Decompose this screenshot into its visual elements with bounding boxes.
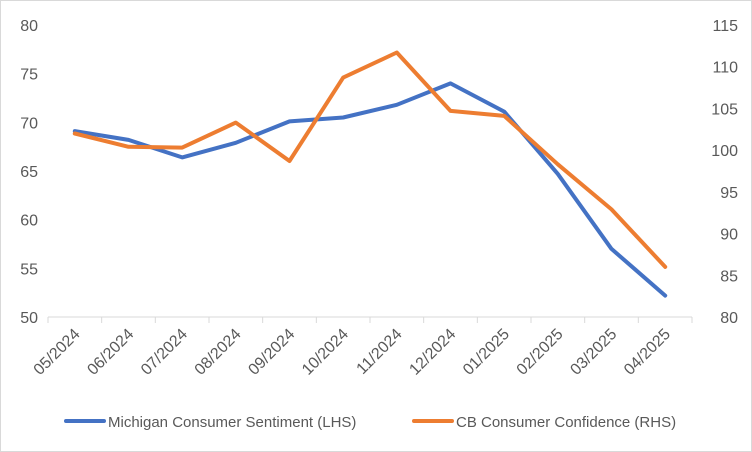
right-axis-tick: 90 [720,227,738,244]
x-axis-tick-label: 05/2024 [31,326,84,379]
right-axis-tick: 110 [712,60,738,77]
x-axis-tick-label: 06/2024 [84,326,137,379]
x-axis-tick-label: 08/2024 [192,326,245,379]
x-axis-tick-label: 12/2024 [406,326,459,379]
x-axis-tick-label: 11/2024 [354,326,406,378]
x-axis-tick-label: 07/2024 [138,326,191,379]
x-axis-tick-label: 01/2025 [460,326,513,379]
x-axis-tick-label: 04/2025 [621,326,674,379]
left-axis: 50 55 60 65 70 75 80 [20,18,38,327]
right-axis-tick: 85 [720,268,738,285]
right-axis-tick: 115 [712,18,738,35]
right-axis: 80 85 90 95 100 105 110 115 [711,18,738,327]
x-axis: 05/2024 06/2024 07/2024 08/2024 09/2024 10/20… [31,316,693,379]
legend-label-michigan: Michigan Consumer Sentiment (LHS) [108,414,356,431]
left-axis-tick: 60 [20,213,38,230]
x-axis-tick-label: 09/2024 [245,326,298,379]
left-axis-tick: 70 [20,115,38,132]
series-layer [72,50,668,298]
series-line-michigan [72,81,668,298]
left-axis-tick: 50 [20,310,38,327]
series-line-cb [72,50,668,269]
legend: Michigan Consumer Sentiment (LHS) CB Con… [64,414,676,431]
x-axis-tick-label: 10/2024 [299,326,352,379]
left-axis-tick: 75 [20,67,38,84]
left-axis-tick: 65 [20,164,38,181]
right-axis-tick: 95 [720,185,738,202]
legend-label-cb: CB Consumer Confidence (RHS) [456,414,676,431]
x-axis-tick-label: 02/2025 [514,326,567,379]
left-axis-tick: 80 [20,18,38,35]
x-axis-tick-label: 03/2025 [567,326,620,379]
right-axis-tick: 105 [711,101,738,118]
left-axis-tick: 55 [20,261,38,278]
right-axis-tick: 80 [720,310,738,327]
right-axis-tick: 100 [711,143,738,160]
